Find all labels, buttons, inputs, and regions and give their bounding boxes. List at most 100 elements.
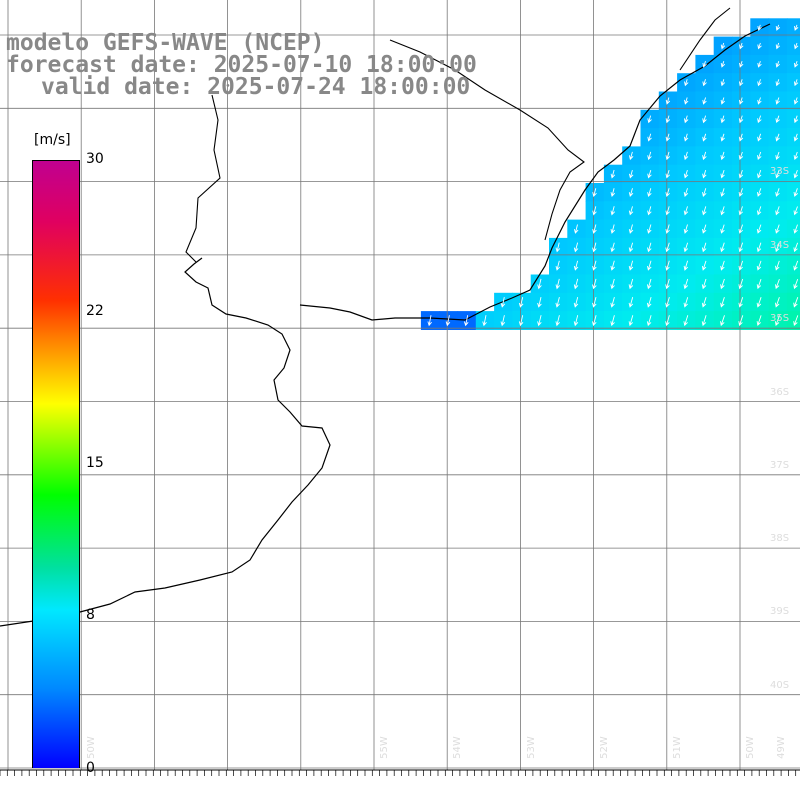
wind-speed-cell	[786, 201, 800, 221]
wind-arrow	[683, 206, 689, 216]
wind-arrow	[738, 260, 744, 271]
wind-arrow	[573, 224, 579, 234]
uruguay-coastline	[299, 23, 771, 321]
wind-arrow	[775, 169, 780, 179]
wind-arrow	[683, 151, 689, 161]
wind-arrow	[756, 206, 762, 216]
wind-arrow	[683, 133, 689, 142]
argentina-coastline	[0, 257, 331, 627]
wind-arrow	[518, 315, 524, 327]
wind-arrow	[720, 297, 725, 308]
wind-arrow	[775, 278, 780, 290]
wind-arrow	[775, 42, 781, 50]
wind-arrow	[702, 97, 707, 105]
wind-speed-cell	[786, 274, 800, 294]
wind-arrow	[482, 315, 487, 327]
wind-arrow	[775, 133, 780, 142]
wind-arrow	[665, 278, 670, 290]
wind-arrow	[756, 224, 762, 234]
wind-arrow	[702, 61, 707, 68]
wind-arrow	[592, 315, 597, 327]
wind-arrow	[793, 115, 799, 124]
lon-label: 55W	[378, 736, 390, 759]
wind-speed-cell	[786, 311, 800, 330]
border-line	[185, 7, 731, 263]
wind-speed-cell	[786, 146, 800, 166]
graticule	[0, 0, 800, 776]
wind-arrow	[720, 115, 726, 124]
wind-arrow	[775, 24, 781, 31]
wind-arrow	[793, 224, 798, 234]
lon-label: 50W	[744, 736, 756, 759]
wind-arrow	[610, 242, 615, 253]
wind-arrow	[793, 133, 799, 142]
wind-speed-cell	[786, 219, 800, 239]
wind-arrow	[628, 169, 634, 179]
colorbar-tick-22: 22	[86, 303, 104, 319]
wind-arrow	[757, 133, 762, 142]
wind-arrow	[757, 151, 762, 160]
wind-arrow	[739, 42, 744, 50]
wind-arrow	[628, 188, 634, 198]
wind-arrow	[665, 115, 671, 124]
model-title: modelo GEFS-WAVE (NCEP)	[6, 30, 325, 56]
wind-speed-cell	[786, 164, 800, 184]
lon-label: 54W	[451, 736, 463, 759]
wind-arrow	[683, 278, 689, 290]
wind-arrow	[757, 115, 762, 124]
wind-arrow	[683, 242, 689, 253]
wind-arrow	[738, 188, 744, 197]
lon-label: 51W	[671, 736, 683, 759]
wind-arrow	[738, 169, 744, 179]
wind-direction-arrows	[427, 24, 799, 327]
wind-arrow	[738, 97, 744, 105]
wind-arrow	[610, 188, 616, 198]
wind-arrow	[610, 296, 615, 308]
wind-arrow	[665, 315, 670, 327]
wind-arrow	[794, 24, 799, 31]
colorbar-gradient	[33, 161, 79, 768]
lat-label: 33S	[770, 166, 790, 177]
wind-speed-cell	[786, 128, 800, 147]
wind-arrow	[665, 188, 670, 197]
wind-arrow	[775, 79, 781, 87]
wind-arrow	[793, 79, 799, 87]
wind-arrow	[647, 151, 652, 161]
wind-speed-cell	[786, 109, 800, 129]
wind-arrow	[427, 315, 432, 327]
wind-arrow	[702, 169, 707, 179]
wind-arrow	[774, 297, 780, 308]
wind-arrow	[793, 97, 799, 105]
wind-arrow	[756, 260, 762, 271]
wind-arrow	[463, 315, 469, 327]
wind-arrow	[610, 206, 616, 216]
forecast-date: forecast date: 2025-07-10 18:00:00	[6, 52, 477, 78]
wind-arrow	[738, 151, 744, 160]
wind-arrow	[701, 242, 707, 253]
wind-arrow	[665, 206, 670, 216]
wind-arrow	[500, 297, 506, 308]
wind-arrow	[738, 115, 744, 124]
wind-arrow	[775, 206, 780, 216]
wind-arrow	[628, 278, 634, 290]
wind-arrow	[573, 315, 579, 327]
wind-arrow	[757, 97, 762, 105]
wind-arrow	[665, 133, 671, 142]
wind-arrow	[775, 242, 780, 253]
wind-arrow	[702, 224, 707, 234]
wind-arrow	[592, 278, 597, 290]
wind-arrow	[775, 151, 780, 160]
wind-arrow	[720, 260, 725, 271]
wind-arrow	[684, 79, 689, 87]
wind-arrow	[683, 115, 689, 124]
wind-arrow	[757, 79, 762, 87]
wind-arrow	[738, 133, 744, 142]
lat-label: 38S	[770, 533, 790, 544]
wind-arrow	[555, 296, 560, 308]
wind-arrow	[756, 278, 762, 290]
wind-arrow	[647, 133, 652, 142]
wind-arrow	[720, 169, 725, 179]
wind-arrow	[647, 224, 652, 234]
wind-arrow	[610, 169, 616, 179]
